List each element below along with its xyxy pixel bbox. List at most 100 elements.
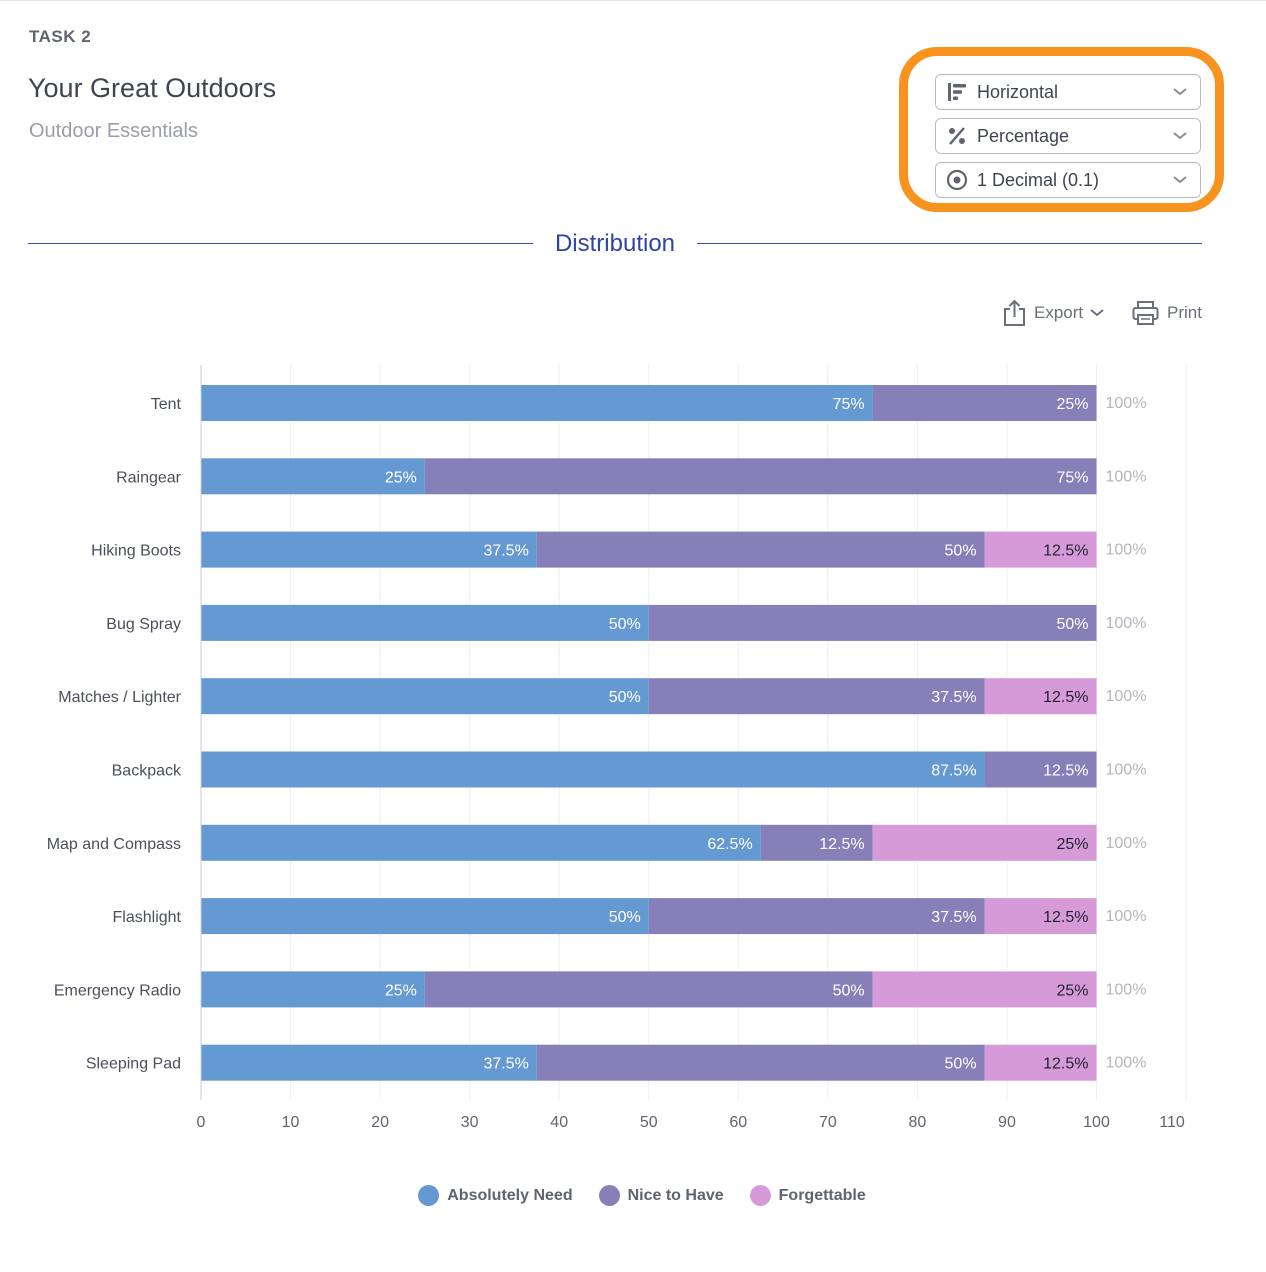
category-label: Backpack: [112, 763, 182, 780]
bar-segment: [648, 604, 1097, 641]
legend-label: Forgettable: [778, 1186, 866, 1204]
chevron-down-icon: [1173, 176, 1187, 184]
bar-segment: [424, 971, 873, 1008]
data-label: 50%: [945, 1056, 977, 1073]
bar-segment: [536, 1044, 985, 1081]
total-label: 100%: [1106, 542, 1147, 559]
bar-segment: [984, 678, 1097, 715]
bar-segment: [872, 971, 1097, 1008]
category-label: Hiking Boots: [91, 543, 181, 560]
axis-layer: 0 10 20 30 40 50 60 70 80 90 100 110 Tent Raingear Hik…: [47, 365, 1185, 1131]
x-tick-label: 40: [550, 1114, 568, 1131]
x-tick-label: 20: [371, 1114, 389, 1131]
total-label: 100%: [1106, 835, 1147, 852]
data-label: 12.5%: [819, 836, 864, 853]
data-label: 50%: [609, 616, 641, 633]
page-subtitle: Outdoor Essentials: [29, 120, 198, 142]
legend-item[interactable]: Forgettable: [749, 1185, 866, 1206]
printer-icon: [1132, 301, 1159, 325]
data-label: 37.5%: [931, 689, 976, 706]
data-label: 12.5%: [1043, 689, 1088, 706]
data-label: 75%: [1056, 469, 1088, 486]
bar-segment: [872, 385, 1097, 421]
value-mode-select[interactable]: Percentage: [935, 118, 1201, 154]
percent-icon: [946, 125, 968, 147]
orientation-select[interactable]: Horizontal: [935, 74, 1201, 110]
total-label: 100%: [1106, 688, 1147, 705]
bar-segment: [201, 604, 649, 641]
total-label: 100%: [1106, 908, 1147, 925]
x-tick-label: 30: [461, 1114, 479, 1131]
data-label: 25%: [385, 982, 417, 999]
bar-segment: [648, 678, 985, 715]
x-tick-label: 50: [640, 1114, 658, 1131]
bar-segment: [984, 898, 1097, 935]
category-label: Flashlight: [113, 909, 182, 926]
export-label: Export: [1034, 303, 1084, 322]
bar-segment: [201, 898, 649, 935]
x-tick-label: 100: [1083, 1114, 1110, 1131]
data-label: 62.5%: [707, 836, 752, 853]
controls-highlight: [899, 47, 1224, 212]
data-label: 50%: [833, 982, 865, 999]
x-tick-label: 110: [1159, 1114, 1185, 1131]
data-label: 50%: [609, 909, 641, 926]
print-button[interactable]: Print: [1132, 298, 1202, 328]
target-icon: [946, 169, 968, 191]
category-label: Matches / Lighter: [58, 689, 181, 706]
chevron-down-icon: [1090, 309, 1104, 317]
category-label: Emergency Radio: [54, 982, 181, 999]
bar-segment: [201, 971, 425, 1008]
stacked-bar-chart: 75% 25% 100% 25% 75% 100% 37.5% 50% 12.5% 100% 50%…: [47, 365, 1187, 1131]
top-divider: [0, 0, 1266, 1]
total-label: 100%: [1106, 468, 1147, 485]
bar-segment: [201, 458, 425, 495]
total-label: 100%: [1106, 981, 1147, 998]
data-label: 50%: [609, 689, 641, 706]
bar-segment: [984, 751, 1097, 788]
x-tick-label: 0: [197, 1114, 206, 1131]
category-label: Tent: [151, 396, 182, 413]
bar-segment: [984, 1044, 1097, 1081]
labels-layer: 75% 25% 100% 25% 75% 100% 37.5% 50% 12.5% 100% 50%…: [385, 395, 1147, 1073]
data-label: 50%: [945, 543, 977, 560]
data-label: 12.5%: [1043, 909, 1088, 926]
data-label: 50%: [1056, 616, 1088, 633]
category-label: Bug Spray: [106, 616, 181, 633]
bar-segment: [201, 385, 873, 421]
legend-item[interactable]: Nice to Have: [598, 1185, 724, 1206]
bar-segment: [424, 458, 1097, 495]
page-title: Your Great Outdoors: [28, 73, 277, 103]
bar-segment: [201, 531, 537, 568]
legend-swatch: [598, 1185, 620, 1206]
value-mode-select-value: Percentage: [977, 125, 1070, 146]
precision-select[interactable]: 1 Decimal (0.1): [935, 162, 1201, 198]
chart-legend: Absolutely Need Nice to Have Forgettable: [0, 1185, 1266, 1206]
data-label: 25%: [1056, 836, 1088, 853]
total-label: 100%: [1106, 1055, 1147, 1072]
data-label: 12.5%: [1043, 1056, 1088, 1073]
bars-layer: [201, 385, 1097, 1081]
category-label: Raingear: [116, 469, 182, 486]
data-label: 87.5%: [931, 763, 976, 780]
total-label: 100%: [1106, 762, 1147, 779]
legend-swatch: [418, 1185, 440, 1206]
x-tick-label: 60: [729, 1114, 747, 1131]
legend-swatch: [749, 1185, 771, 1206]
x-tick-label: 90: [998, 1114, 1016, 1131]
horizontal-bars-icon: [946, 81, 968, 103]
print-label: Print: [1167, 303, 1202, 322]
bar-segment: [201, 824, 761, 861]
bar-segment: [648, 898, 985, 935]
bar-segment: [760, 824, 873, 861]
section-rule-left: [28, 243, 533, 244]
bar-segment: [536, 531, 985, 568]
legend-label: Nice to Have: [627, 1186, 724, 1204]
data-label: 25%: [1056, 982, 1088, 999]
bar-segment: [872, 824, 1097, 861]
data-label: 37.5%: [483, 1056, 528, 1073]
precision-select-value: 1 Decimal (0.1): [977, 169, 1100, 190]
export-button[interactable]: Export: [1003, 298, 1105, 328]
bar-segment: [984, 531, 1097, 568]
legend-item[interactable]: Absolutely Need: [418, 1185, 573, 1206]
